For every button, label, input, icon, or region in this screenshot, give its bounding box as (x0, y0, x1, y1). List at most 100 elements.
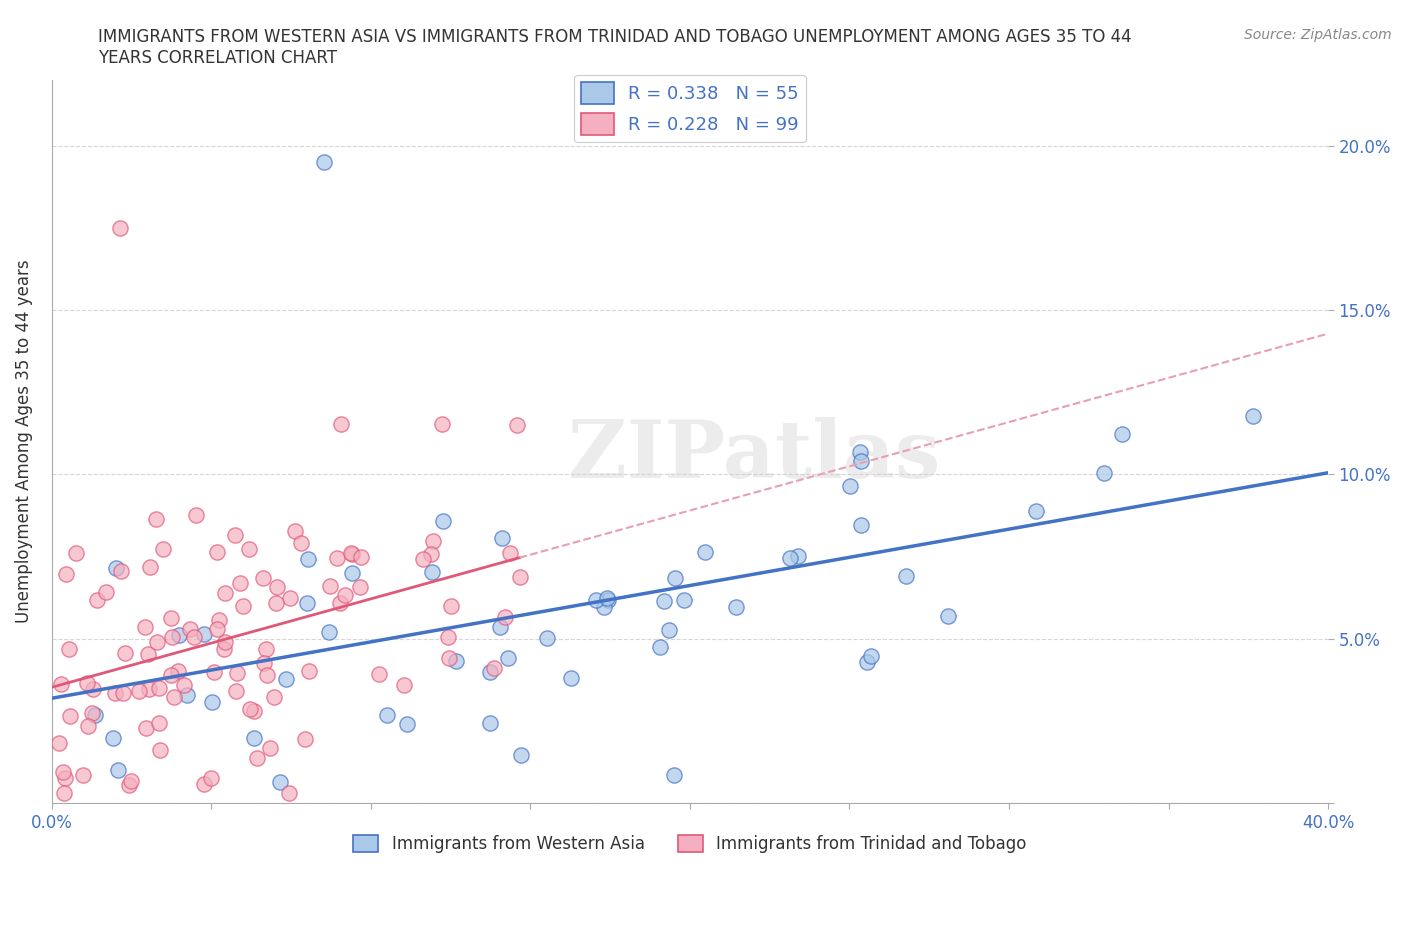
Point (478, 665, 501, 680)
Point (440, 599, 463, 614)
Point (278, 786, 301, 801)
Point (59, 709, 82, 724)
Point (108, 220, 131, 235)
Point (148, 715, 170, 730)
Point (208, 612, 231, 627)
Point (350, 550, 373, 565)
Point (138, 682, 160, 697)
Point (859, 648, 882, 663)
Point (725, 599, 748, 614)
Point (1111, 427, 1133, 442)
Point (779, 551, 801, 565)
Point (395, 716, 418, 731)
Point (107, 763, 129, 777)
Point (432, 513, 454, 528)
Point (205, 621, 228, 636)
Point (205, 544, 228, 559)
Point (238, 541, 260, 556)
Point (118, 777, 141, 792)
Point (318, 624, 340, 639)
Point (135, 721, 157, 736)
Point (83, 708, 105, 723)
Point (506, 418, 529, 432)
Point (295, 596, 318, 611)
Point (482, 660, 505, 675)
Point (138, 646, 160, 661)
Point (664, 767, 686, 782)
Point (229, 576, 252, 591)
Point (274, 671, 297, 686)
Point (264, 595, 287, 610)
Legend: Immigrants from Western Asia, Immigrants from Trinidad and Tobago: Immigrants from Western Asia, Immigrants… (346, 829, 1033, 860)
Point (148, 681, 170, 696)
Point (664, 571, 686, 586)
Point (193, 777, 215, 791)
Point (259, 740, 281, 755)
Point (72, 768, 94, 783)
Point (598, 592, 620, 607)
Point (412, 551, 434, 566)
Point (290, 536, 312, 551)
Point (193, 627, 215, 642)
Point (253, 656, 276, 671)
Point (1025, 503, 1047, 518)
Point (375, 708, 398, 723)
Point (152, 541, 174, 556)
Point (329, 417, 352, 432)
Point (499, 545, 522, 560)
Point (294, 731, 316, 746)
Point (53, 786, 76, 801)
Point (243, 731, 266, 746)
Point (134, 619, 156, 634)
Text: Source: ZipAtlas.com: Source: ZipAtlas.com (1244, 28, 1392, 42)
Point (104, 561, 127, 576)
Point (851, 517, 873, 532)
Point (110, 564, 132, 578)
Point (326, 551, 349, 565)
Point (298, 664, 321, 679)
Point (491, 530, 513, 545)
Point (160, 629, 183, 644)
Point (104, 685, 127, 700)
Point (226, 666, 249, 681)
Point (329, 596, 352, 611)
Point (82, 681, 104, 696)
Point (509, 748, 531, 763)
Point (58, 642, 80, 657)
Point (494, 609, 516, 624)
Point (536, 631, 558, 645)
Point (560, 671, 582, 685)
Point (856, 655, 879, 670)
Point (212, 642, 235, 657)
Point (593, 599, 616, 614)
Point (652, 593, 675, 608)
Point (342, 547, 364, 562)
Point (48, 736, 70, 751)
Point (266, 580, 288, 595)
Point (55, 771, 77, 786)
Point (254, 642, 277, 657)
Point (101, 731, 124, 746)
Point (340, 565, 363, 580)
Point (936, 608, 959, 623)
Point (367, 667, 389, 682)
Point (488, 620, 510, 635)
Point (349, 580, 371, 595)
Point (163, 689, 186, 704)
Point (437, 630, 460, 644)
Point (173, 677, 195, 692)
Point (242, 703, 264, 718)
Point (160, 611, 183, 626)
Point (186, 508, 208, 523)
Point (214, 585, 236, 600)
Point (420, 547, 443, 562)
Point (55, 567, 77, 582)
Point (128, 684, 150, 698)
Point (202, 664, 225, 679)
Point (658, 622, 681, 637)
Y-axis label: Unemployment Among Ages 35 to 44 years: Unemployment Among Ages 35 to 44 years (15, 259, 32, 623)
Point (786, 548, 808, 563)
Point (340, 545, 363, 560)
Point (693, 544, 716, 559)
Point (114, 645, 136, 660)
